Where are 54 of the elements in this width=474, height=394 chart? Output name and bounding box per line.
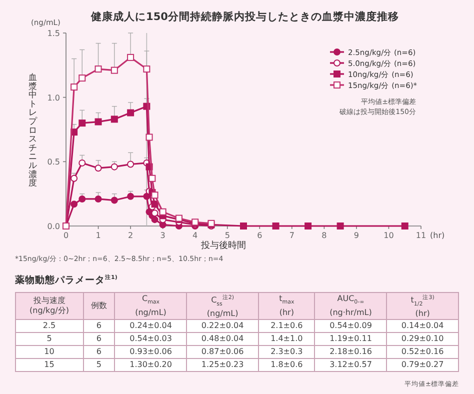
chart-title: 健康成人に150分間持続静脈内投与したときの血漿中濃度推移 xyxy=(90,10,399,23)
y-tick-label: 0.0 xyxy=(47,222,60,231)
text: 2.18±0.16 xyxy=(314,346,387,359)
x-tick-label: 9 xyxy=(354,231,359,240)
text: 6 xyxy=(83,332,115,346)
text: 0.29±0.10 xyxy=(386,332,458,346)
text: C$_{max}$ (ng/mL) xyxy=(114,292,187,320)
text: 0.52±0.16 xyxy=(386,346,458,359)
x-tick-label: 11 xyxy=(416,231,426,240)
text: 5 xyxy=(83,358,115,372)
text: 2.3±0.3 xyxy=(258,346,315,359)
text: 薬物動態パラメータ$^{注1)}$ xyxy=(15,274,118,288)
text: 15 xyxy=(16,358,84,372)
text: t$_{max}$ (hr) xyxy=(258,292,315,320)
text: 6 xyxy=(83,320,115,333)
text: 2.5 xyxy=(16,320,84,333)
text: 0.14±0.04 xyxy=(386,320,458,333)
x-tick-label: 6 xyxy=(257,231,262,240)
text: 1.19±0.11 xyxy=(314,332,387,346)
y-tick-label: 0.5 xyxy=(47,158,60,167)
x-tick-label: 5 xyxy=(224,231,230,240)
text: 2.1±0.6 xyxy=(258,320,315,333)
x-tick-label: 1 xyxy=(96,231,101,240)
text: 6 xyxy=(83,346,115,359)
x-tick-label: 10 xyxy=(384,231,394,240)
text: 0.79±0.27 xyxy=(386,358,458,372)
x-tick-label: 4 xyxy=(192,231,198,240)
text: 1.30±0.20 xyxy=(114,358,187,372)
text: 0.54±0.03 xyxy=(114,332,187,346)
text: 1.25±0.23 xyxy=(186,358,258,372)
x-tick-label: 7 xyxy=(289,231,294,240)
text: 10 xyxy=(16,346,84,359)
y-tick-label: 1.0 xyxy=(47,93,60,102)
text: 1.4±1.0 xyxy=(258,332,315,346)
text: 投与速度 (ng/kg/分) xyxy=(16,292,84,320)
x-tick-label: 2 xyxy=(128,231,134,240)
x-axis-title: 投与後時間 xyxy=(200,240,246,251)
text: 0.24±0.04 xyxy=(114,320,187,333)
x-tick-label: 8 xyxy=(322,231,327,240)
text: (hr) xyxy=(430,231,445,240)
x-tick-label: 3 xyxy=(160,231,166,240)
text: 0.48±0.04 xyxy=(186,332,258,346)
text: 0.22±0.04 xyxy=(186,320,258,333)
text: AUC$_{0-∞}$ (ng·hr/mL) xyxy=(314,292,387,320)
y-tick-label: 1.5 xyxy=(47,29,60,38)
text: 1.8±0.6 xyxy=(258,358,315,372)
text: 5 xyxy=(16,332,84,346)
text: 例数 xyxy=(83,292,115,320)
text: 0.54±0.09 xyxy=(314,320,387,333)
x-tick-label: 0 xyxy=(63,231,69,240)
text: 0.93±0.06 xyxy=(114,346,187,359)
text: 0.87±0.06 xyxy=(186,346,258,359)
ylabel: 血漿中トレプロスチニル濃度 xyxy=(28,73,38,189)
text: 3.12±0.57 xyxy=(314,358,387,372)
